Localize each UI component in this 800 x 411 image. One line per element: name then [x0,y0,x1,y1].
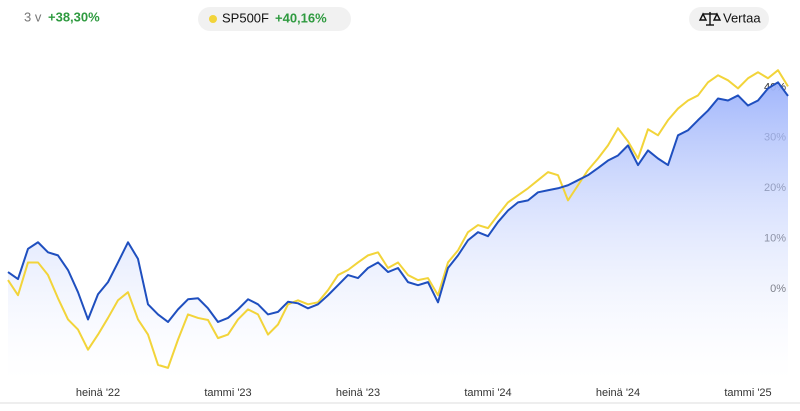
line [7,69,789,369]
change-label: +38,30% [48,9,100,24]
x-tick-label: heinä '24 [596,387,640,399]
compare-pill[interactable] [198,7,351,31]
x-tick-label: heinä '23 [336,387,380,399]
x-tick-label: tammi '23 [204,387,251,399]
area [8,82,788,381]
compare-change: +40,16% [275,10,327,25]
x-tick-label: tammi '24 [464,387,511,399]
x-tick-label: tammi '25 [724,387,771,399]
x-tick-label: heinä '22 [76,387,120,399]
scale-icon [698,12,722,26]
line [7,81,789,323]
legend-dot [209,15,217,23]
period-label: 3 v [24,9,42,24]
compare-button-label: Vertaa [723,10,761,25]
legend-label: SP500F [222,10,269,25]
